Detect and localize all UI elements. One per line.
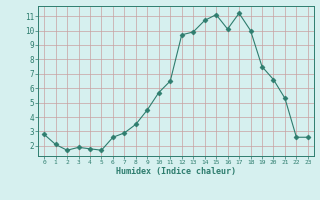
X-axis label: Humidex (Indice chaleur): Humidex (Indice chaleur): [116, 167, 236, 176]
